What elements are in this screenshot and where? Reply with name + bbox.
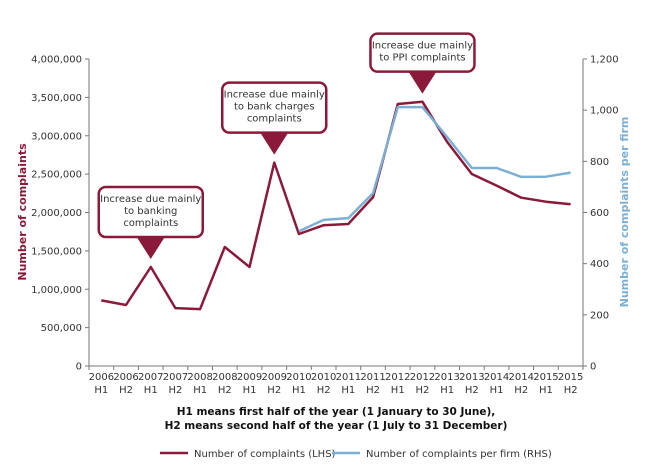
y-tick-label-right: 1,200	[590, 55, 619, 66]
x-tick-label-half: H2	[564, 385, 578, 396]
y-tick-label-right: 800	[590, 157, 609, 168]
x-tick-label-year: 2006	[89, 372, 114, 383]
x-tick-label-half: H2	[267, 385, 281, 396]
x-tick-label-half: H2	[317, 385, 331, 396]
callout-text: to banking	[124, 206, 177, 217]
x-tick-label-year: 2012	[385, 372, 410, 383]
y-tick-label-left: 3,000,000	[31, 131, 82, 142]
x-tick-label-year: 2011	[336, 372, 361, 383]
x-tick-label-half: H1	[94, 385, 108, 396]
legend: Number of complaints (LHS) Number of com…	[160, 449, 552, 460]
callout-pointer	[136, 236, 165, 259]
y-axis-title-left: Number of complaints	[16, 143, 29, 281]
y-tick-label-right: 1,000	[590, 106, 619, 117]
series-line-complaints	[101, 100, 571, 311]
callout-text: Increase due mainly	[224, 90, 325, 101]
y-tick-label-right: 600	[590, 208, 609, 219]
axes: 0 500,000 1,000,000 1,500,000 2,000,000 2,500…	[31, 55, 619, 397]
callout-text: to PPI complaints	[379, 53, 465, 64]
x-tick-label-half: H2	[416, 385, 430, 396]
y-tick-label-left: 1,500,000	[31, 246, 82, 257]
x-tick-label-year: 2006	[113, 372, 138, 383]
callout-text: complaints	[123, 218, 178, 229]
x-tick-label-half: H1	[193, 385, 207, 396]
y-tick-label-right: 400	[590, 259, 609, 270]
y-tick-label-left: 1,000,000	[31, 285, 82, 296]
series-line-per-firm	[298, 105, 571, 233]
x-tick-label-year: 2008	[187, 372, 212, 383]
x-tick-label-year: 2009	[237, 372, 262, 383]
callout-text: Increase due mainly	[372, 41, 473, 52]
x-tick-label-half: H1	[144, 385, 158, 396]
x-tick-label-year: 2011	[360, 372, 385, 383]
y-tick-label-left: 2,500,000	[31, 170, 82, 181]
legend-label-lhs: Number of complaints (LHS)	[194, 449, 336, 460]
y-tick-label-left: 500,000	[41, 323, 82, 334]
x-tick-label-half: H2	[465, 385, 479, 396]
series-lines	[101, 100, 571, 311]
callout-text: Increase due mainly	[100, 194, 201, 205]
y-tick-label-left: 2,000,000	[31, 208, 82, 219]
x-tick-label-year: 2013	[434, 372, 459, 383]
callout-text: complaints	[247, 114, 302, 125]
x-tick-label-year: 2013	[459, 372, 484, 383]
x-tick-label-year: 2007	[163, 372, 188, 383]
x-tick-label-year: 2010	[286, 372, 311, 383]
callout-text: to bank charges	[234, 102, 315, 113]
x-tick-label-year: 2007	[138, 372, 163, 383]
legend-label-rhs: Number of complaints per firm (RHS)	[366, 449, 552, 460]
x-tick-label-half: H1	[440, 385, 454, 396]
x-tick-label-half: H1	[243, 385, 257, 396]
x-tick-label-half: H1	[391, 385, 405, 396]
x-axis-title-line2: H2 means second half of the year (1 July…	[165, 420, 508, 432]
x-tick-label-year: 2009	[262, 372, 287, 383]
y-axis-title-right: Number of complaints per firm	[618, 117, 631, 308]
x-tick-label-half: H2	[119, 385, 133, 396]
y-tick-label-right: 0	[590, 362, 596, 373]
x-tick-label-half: H2	[366, 385, 380, 396]
x-tick-label-half: H2	[514, 385, 528, 396]
callout-pointer	[408, 71, 437, 94]
x-tick-label-half: H1	[341, 385, 355, 396]
x-tick-label-half: H1	[292, 385, 306, 396]
x-tick-label-half: H2	[218, 385, 232, 396]
y-tick-label-left: 0	[76, 362, 82, 373]
callout-pointer	[260, 132, 289, 155]
x-tick-label-year: 2012	[410, 372, 435, 383]
y-tick-label-left: 3,500,000	[31, 93, 82, 104]
x-tick-label-year: 2014	[509, 372, 534, 383]
x-tick-label-half: H2	[169, 385, 183, 396]
x-tick-label-year: 2014	[484, 372, 509, 383]
x-axis-title-line1: H1 means first half of the year (1 Janua…	[177, 406, 496, 418]
x-tick-label-year: 2008	[212, 372, 237, 383]
x-tick-label-year: 2015	[558, 372, 583, 383]
y-tick-label-right: 200	[590, 310, 609, 321]
x-tick-label-half: H1	[539, 385, 553, 396]
y-tick-label-left: 4,000,000	[31, 55, 82, 66]
x-tick-label-year: 2010	[311, 372, 336, 383]
x-tick-label-year: 2015	[533, 372, 558, 383]
x-tick-label-half: H1	[490, 385, 504, 396]
